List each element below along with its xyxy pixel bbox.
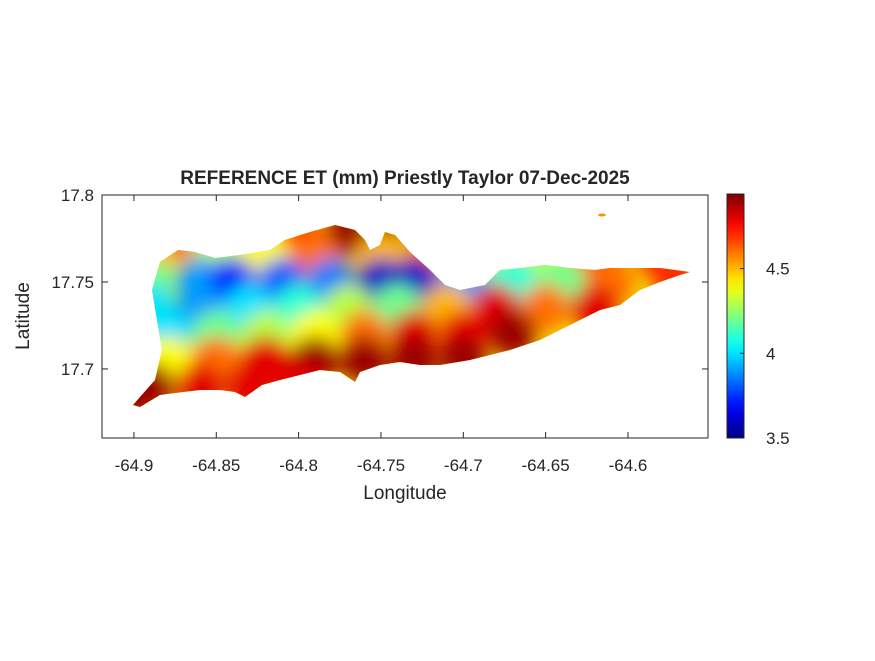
y-tick-label: 17.8 <box>61 186 94 205</box>
y-tick-label: 17.75 <box>51 273 94 292</box>
x-tick-label: -64.8 <box>279 456 318 475</box>
colorbar-tick-label: 3.5 <box>766 429 790 448</box>
y-tick-label: 17.7 <box>61 360 94 379</box>
x-tick-label: -64.75 <box>357 456 405 475</box>
colorbar <box>726 193 745 439</box>
y-axis-label: Latitude <box>13 282 34 350</box>
axes-box <box>101 194 709 439</box>
chart-title: REFERENCE ET (mm) Priestly Taylor 07-Dec… <box>180 168 630 189</box>
field-cell <box>521 284 570 333</box>
islet <box>598 213 606 217</box>
x-tick-label: -64.6 <box>609 456 648 475</box>
x-tick-label: -64.85 <box>192 456 240 475</box>
x-tick-label: -64.7 <box>444 456 483 475</box>
x-tick-label: -64.65 <box>522 456 570 475</box>
colorbar-tick-label: 4.5 <box>766 260 790 279</box>
x-tick-label: -64.9 <box>115 456 154 475</box>
colorbar-tick-label: 4 <box>766 344 775 363</box>
x-axis-label: Longitude <box>363 483 446 504</box>
